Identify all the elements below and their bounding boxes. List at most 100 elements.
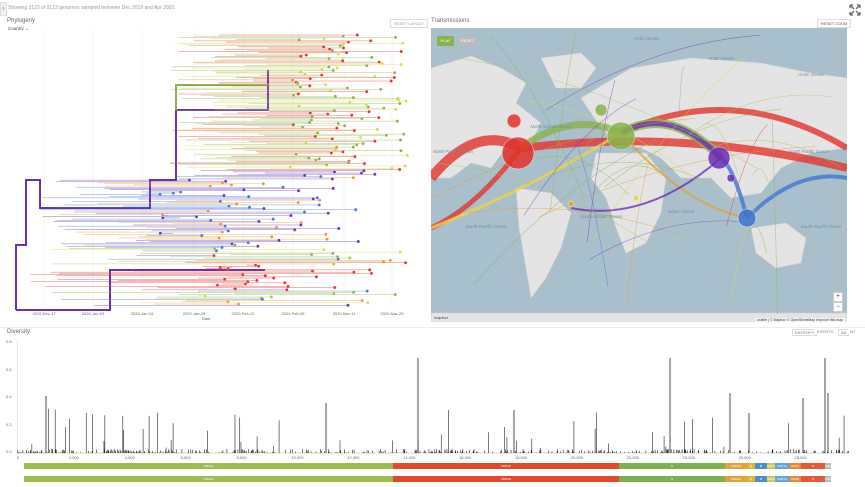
tree-tip[interactable] xyxy=(336,226,341,231)
tree-tip[interactable] xyxy=(285,288,289,292)
location-circle[interactable] xyxy=(567,200,575,208)
tree-tip[interactable] xyxy=(161,216,165,220)
tree-tip[interactable] xyxy=(388,258,393,263)
tree-tip[interactable] xyxy=(322,36,326,41)
tree-tip[interactable] xyxy=(373,139,377,143)
tree-tip[interactable] xyxy=(223,224,227,228)
location-circle[interactable] xyxy=(632,194,640,202)
tree-tip[interactable] xyxy=(375,127,380,132)
tree-tip[interactable] xyxy=(256,244,260,248)
location-circle[interactable] xyxy=(737,208,757,228)
tree-tip[interactable] xyxy=(341,46,346,50)
tree-tip[interactable] xyxy=(397,98,401,102)
location-circle[interactable] xyxy=(506,113,522,129)
tree-tip[interactable] xyxy=(299,223,303,227)
tree-tip[interactable] xyxy=(382,106,386,110)
tree-tip[interactable] xyxy=(245,279,250,284)
tree-tip[interactable] xyxy=(302,173,307,178)
gene-block[interactable]: ORF6 xyxy=(767,476,775,482)
tree-tip[interactable] xyxy=(398,250,403,254)
map-attribution[interactable]: Leaflet | © Mapbox © OpenStreetMap Impro… xyxy=(754,318,845,322)
map-reset-button[interactable]: RESET xyxy=(459,36,476,46)
tree-tip[interactable] xyxy=(283,281,287,285)
tree-tip[interactable] xyxy=(353,207,358,212)
tree-tip[interactable] xyxy=(298,85,303,89)
tree-tip[interactable] xyxy=(327,56,331,61)
tree-tip[interactable] xyxy=(356,239,361,244)
gene-block[interactable]: ORF3a xyxy=(725,463,747,469)
tree-tip[interactable] xyxy=(405,153,410,158)
tree-tip[interactable] xyxy=(332,291,336,296)
tree-tip[interactable] xyxy=(288,165,293,169)
tree-tip[interactable] xyxy=(330,137,335,141)
tree-tip[interactable] xyxy=(333,94,338,99)
tree-tip[interactable] xyxy=(220,180,225,185)
tree-tip[interactable] xyxy=(200,233,204,238)
tree-tip[interactable] xyxy=(317,157,321,161)
tree-tip[interactable] xyxy=(217,236,221,240)
tree-tip[interactable] xyxy=(379,87,383,92)
tree-tip[interactable] xyxy=(351,176,356,180)
tree-tip[interactable] xyxy=(293,227,297,232)
tree-tip[interactable] xyxy=(366,105,371,109)
gene-block[interactable]: N xyxy=(801,463,825,469)
tree-tip[interactable] xyxy=(290,78,295,82)
tree-tip[interactable] xyxy=(365,301,370,305)
tree-tip[interactable] xyxy=(384,133,389,138)
tree-tip[interactable] xyxy=(336,121,340,126)
tree-tip[interactable] xyxy=(317,203,321,207)
tree-tip[interactable] xyxy=(160,212,165,217)
tree-tip[interactable] xyxy=(226,229,230,233)
tree-tip[interactable] xyxy=(260,297,265,302)
gene-block[interactable]: N xyxy=(801,476,825,482)
tree-tip[interactable] xyxy=(304,53,309,57)
tree-tip[interactable] xyxy=(323,82,328,87)
tree-tip[interactable] xyxy=(333,147,338,152)
tree-tip[interactable] xyxy=(257,219,261,224)
tree-tip[interactable] xyxy=(220,230,225,234)
tree-tip[interactable] xyxy=(262,206,266,211)
gene-block[interactable]: ORF1a xyxy=(24,476,393,482)
tree-tip[interactable] xyxy=(392,75,397,80)
gene-block[interactable]: E xyxy=(747,463,755,469)
tree-tip[interactable] xyxy=(360,117,364,121)
tree-tip[interactable] xyxy=(353,154,357,159)
tree-tip[interactable] xyxy=(361,141,365,146)
tree-tip[interactable] xyxy=(359,171,364,175)
tree-tip[interactable] xyxy=(261,181,266,186)
tree-tip[interactable] xyxy=(218,199,223,204)
tree-tip[interactable] xyxy=(313,134,318,139)
tree-tip[interactable] xyxy=(349,113,354,117)
gene-block[interactable]: ORF3a xyxy=(725,476,747,482)
tree-tip[interactable] xyxy=(399,49,403,54)
gene-block[interactable]: E xyxy=(747,476,755,482)
tree-tip[interactable] xyxy=(347,100,352,105)
tree-tip[interactable] xyxy=(373,172,377,176)
tree-tip[interactable] xyxy=(358,135,363,140)
tree-tip[interactable] xyxy=(351,95,356,100)
gene-block[interactable]: S xyxy=(619,476,725,482)
tree-tip[interactable] xyxy=(218,222,223,226)
tree-tip[interactable] xyxy=(346,303,350,307)
tree-tip[interactable] xyxy=(333,285,337,290)
tree-tip[interactable] xyxy=(299,54,303,58)
tree-tip[interactable] xyxy=(222,277,227,282)
tree-tip[interactable] xyxy=(365,63,369,68)
location-circle[interactable] xyxy=(501,136,535,170)
tree-tip[interactable] xyxy=(208,218,213,223)
tree-tip[interactable] xyxy=(300,125,305,129)
tree-tip[interactable] xyxy=(308,111,312,115)
tree-tip[interactable] xyxy=(320,67,324,71)
location-circle[interactable] xyxy=(707,146,731,170)
tree-tip[interactable] xyxy=(346,160,351,165)
tree-tip[interactable] xyxy=(215,283,220,287)
tree-tip[interactable] xyxy=(256,264,261,269)
tree-tip[interactable] xyxy=(351,145,356,149)
zoom-out-button[interactable]: − xyxy=(833,302,843,312)
tree-tip[interactable] xyxy=(277,238,281,243)
tree-tip[interactable] xyxy=(369,271,374,276)
tree-tip[interactable] xyxy=(330,48,334,53)
tree-tip[interactable] xyxy=(309,118,314,122)
tree-tip[interactable] xyxy=(355,142,359,147)
tree-tip[interactable] xyxy=(295,81,300,86)
